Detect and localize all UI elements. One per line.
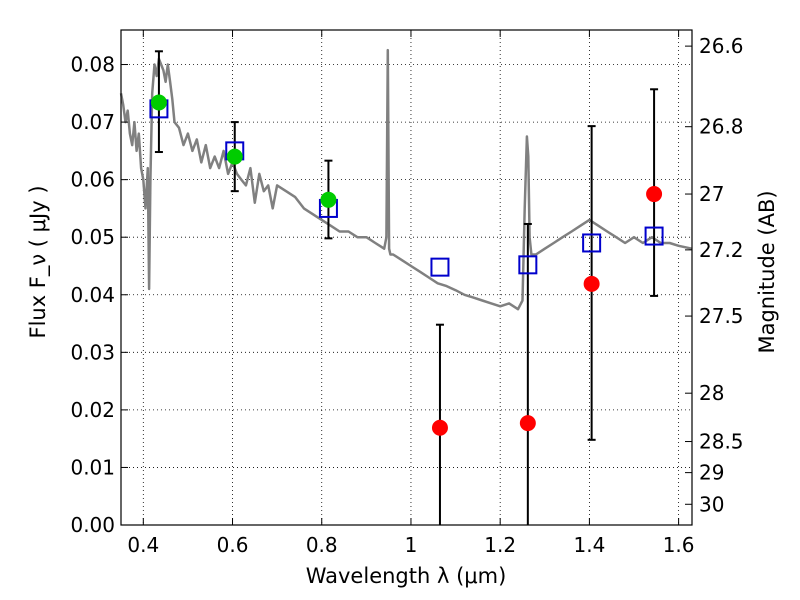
- y2-tick-label: 30: [699, 492, 724, 516]
- data-point: [519, 415, 536, 432]
- y2-tick-label: 29: [699, 461, 724, 485]
- x-tick-label: 0.6: [217, 533, 249, 557]
- data-point: [320, 191, 337, 208]
- x-tick-label: 1.4: [573, 533, 605, 557]
- y-tick-label: 0.00: [70, 513, 115, 537]
- y-tick-label: 0.04: [70, 283, 115, 307]
- y-tick-label: 0.03: [70, 340, 115, 364]
- y2-tick-label: 28: [699, 381, 724, 405]
- y2-axis-label: Magnitude (AB): [755, 190, 779, 353]
- spectrum-line: [119, 48, 693, 311]
- y-axis-label: Flux F_ν ( μJy ): [26, 185, 51, 338]
- y2-tick-label: 27: [699, 182, 724, 206]
- data-point: [583, 275, 600, 292]
- model-square-point: [644, 226, 664, 246]
- y-tick-label: 0.07: [70, 110, 115, 134]
- x-axis-label: Wavelength λ (μm): [306, 564, 507, 588]
- y-tick-label: 0.02: [70, 398, 115, 422]
- y2-tick-label: 27.2: [699, 238, 744, 262]
- model-square-point: [582, 233, 602, 253]
- y-tick-label: 0.08: [70, 53, 115, 77]
- grid: [121, 30, 692, 526]
- data-point: [226, 148, 243, 165]
- x-tick-label: 1.6: [663, 533, 695, 557]
- y-tick-label: 0.01: [70, 455, 115, 479]
- y2-tick-label: 27.5: [699, 304, 744, 328]
- plot-frame: [120, 29, 693, 526]
- x-tick-label: 1: [405, 533, 418, 557]
- data-point: [150, 94, 167, 111]
- model-square-point: [518, 255, 538, 275]
- axes: 0.4 0.6 0.8 1 1.2 1.4 1.6 0.00 0.01 0.02 0.03 0.04 0…: [70, 29, 744, 557]
- data-point: [431, 419, 448, 436]
- y-tick-label: 0.06: [70, 168, 115, 192]
- x-tick-label: 0.8: [306, 533, 338, 557]
- y2-tick-label: 28.5: [699, 430, 744, 454]
- plot-area: [119, 48, 693, 525]
- y2-tick-label: 26.8: [699, 115, 744, 139]
- y2-tick-label: 26.6: [699, 34, 744, 58]
- x-tick-label: 0.4: [127, 533, 159, 557]
- model-square-point: [430, 257, 450, 277]
- data-point: [646, 186, 663, 203]
- y-tick-label: 0.05: [70, 225, 115, 249]
- x-tick-label: 1.2: [484, 533, 516, 557]
